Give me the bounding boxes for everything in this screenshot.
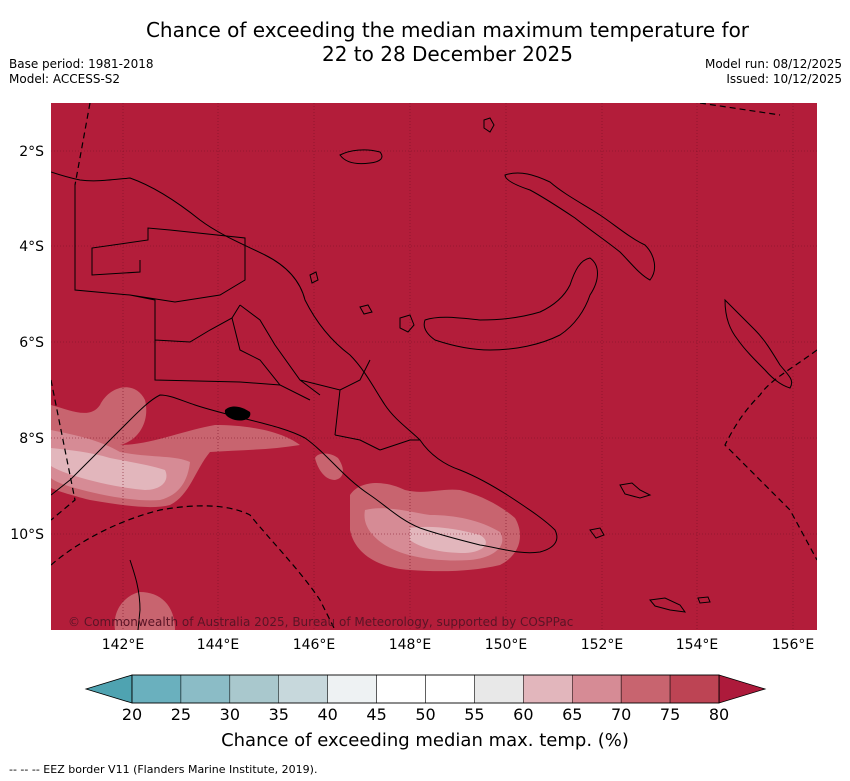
map-title: Chance of exceeding the median maximum t… [80, 18, 815, 66]
island-c [619, 482, 652, 499]
colorbar-segment [327, 674, 377, 704]
lon-label-148e: 148°E [389, 637, 432, 653]
colorbar-segment [572, 674, 622, 704]
colorbar-high-arrow [718, 674, 767, 704]
eez-borders [51, 103, 817, 630]
contour-60-east [410, 526, 486, 553]
lat-label-10s: 10°S [10, 527, 44, 543]
manus-coast [339, 149, 383, 165]
island-b [399, 314, 415, 333]
island-f [309, 271, 319, 284]
colorbar-tick-label: 30 [220, 705, 240, 724]
title-line-2: 22 to 28 December 2025 [321, 42, 573, 66]
map-area: © Commonwealth of Australia 2025, Bureau… [51, 103, 817, 630]
lon-label-144e: 144°E [197, 637, 240, 653]
lon-label-146e: 146°E [293, 637, 336, 653]
colorbar-tick-label: 80 [709, 705, 729, 724]
contour-70-south [114, 592, 175, 630]
lat-label-6s: 6°S [19, 335, 44, 351]
lat-label-4s: 4°S [19, 239, 44, 255]
colorbar-segment [278, 674, 328, 704]
model-name: Model: ACCESS-S2 [9, 72, 121, 86]
lat-label-2s: 2°S [19, 144, 44, 160]
new-britain-coast [423, 257, 598, 351]
bougainville-coast [724, 298, 793, 389]
colorbar-low-arrow [84, 674, 133, 704]
colorbar: 20 25 30 35 40 45 50 55 60 65 70 75 80 [84, 674, 767, 724]
colorbar-segment [523, 674, 573, 704]
colorbar-tick-label: 40 [317, 705, 337, 724]
base-period: Base period: 1981-2018 [9, 57, 154, 71]
lon-label-156e: 156°E [772, 637, 815, 653]
island-e [697, 596, 711, 604]
colorbar-tick-label: 20 [122, 705, 142, 724]
copyright-text: © Commonwealth of Australia 2025, Bureau… [68, 615, 573, 629]
issued-date: Issued: 10/12/2025 [726, 72, 842, 86]
colorbar-tick-label: 45 [366, 705, 386, 724]
colorbar-segment [669, 674, 720, 704]
island-a [483, 117, 495, 133]
meta-right: Model run: 08/12/2025 Issued: 10/12/2025 [705, 57, 842, 87]
colorbar-segment [229, 674, 279, 704]
colorbar-segment [425, 674, 475, 704]
island-g [359, 304, 373, 315]
new-ireland-coast [504, 172, 656, 281]
lon-label-152e: 152°E [581, 637, 624, 653]
colorbar-segment [620, 674, 671, 704]
colorbar-tick-label: 50 [415, 705, 435, 724]
lon-label-154e: 154°E [676, 637, 719, 653]
province-borders [74, 185, 420, 451]
colorbar-tick-label: 70 [611, 705, 631, 724]
colorbar-tick-label: 65 [562, 705, 582, 724]
island-d [649, 597, 687, 613]
lat-label-8s: 8°S [19, 431, 44, 447]
contour-65-small [315, 453, 343, 480]
colorbar-tick-label: 60 [513, 705, 533, 724]
title-line-1: Chance of exceeding the median maximum t… [145, 18, 750, 42]
colorbar-tick-label: 35 [269, 705, 289, 724]
meta-left: Base period: 1981-2018 Model: ACCESS-S2 [9, 57, 154, 87]
coastlines [51, 117, 793, 630]
australia-tip [129, 559, 141, 630]
colorbar-title: Chance of exceeding median max. temp. (%… [221, 730, 629, 751]
graticule [51, 103, 817, 630]
probability-contours [51, 387, 520, 630]
eez-footnote: -- -- -- EEZ border V11 (Flanders Marine… [9, 763, 318, 776]
colorbar-tick-label: 75 [660, 705, 680, 724]
colorbar-tick-label: 25 [171, 705, 191, 724]
colorbar-segment [376, 674, 426, 704]
new-guinea-coast [51, 171, 558, 554]
colorbar-segment [131, 674, 182, 704]
island-h [589, 527, 605, 539]
colorbar-segment [474, 674, 524, 704]
lon-label-142e: 142°E [102, 637, 145, 653]
colorbar-tick-label: 55 [464, 705, 484, 724]
latitude-labels: 2°S 4°S 6°S 8°S 10°S [10, 144, 44, 543]
lon-label-150e: 150°E [485, 637, 528, 653]
model-run: Model run: 08/12/2025 [704, 57, 842, 71]
fly-river-islands [224, 406, 251, 421]
colorbar-segment [180, 674, 231, 704]
contour-60-west [51, 448, 167, 490]
longitude-labels: 142°E 144°E 146°E 148°E 150°E 152°E 154°… [102, 637, 815, 653]
